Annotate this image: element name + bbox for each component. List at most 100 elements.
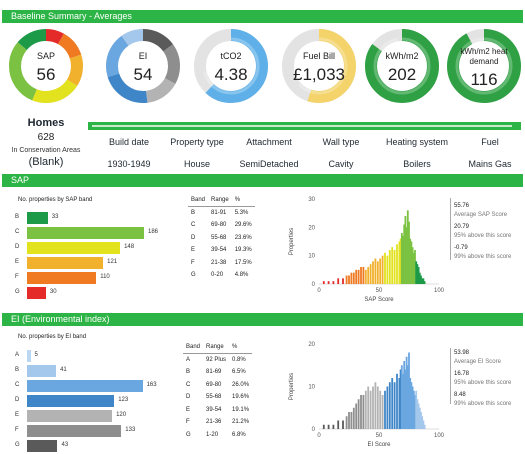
gauge-kwh: kWh/m2 202 bbox=[364, 28, 440, 104]
band-bar[interactable] bbox=[27, 227, 144, 239]
band-bar[interactable] bbox=[27, 257, 104, 269]
band-bar[interactable] bbox=[27, 425, 122, 437]
band-label: D bbox=[15, 244, 20, 250]
attr-wall-type: Wall type Cavity bbox=[313, 137, 369, 169]
table-row: B 81-91 5.3% bbox=[188, 207, 255, 220]
x-tick-label: 50 bbox=[376, 288, 383, 294]
histogram-bar bbox=[391, 247, 394, 284]
cell-range: 39-54 bbox=[206, 406, 222, 413]
histogram-bar bbox=[386, 255, 389, 284]
histogram-bar bbox=[352, 407, 355, 429]
histogram-bar bbox=[402, 235, 404, 284]
histogram-bar bbox=[376, 261, 379, 284]
attr-value: Cavity bbox=[328, 159, 354, 169]
y-tick-label: 0 bbox=[312, 427, 316, 433]
histogram-bar bbox=[405, 227, 408, 284]
sap-average-value: 55.76 bbox=[454, 203, 470, 209]
col-band: Band bbox=[183, 341, 204, 354]
cell-pct: 5.3% bbox=[234, 210, 249, 216]
cell-pct: 17.5% bbox=[234, 259, 252, 266]
histogram-bar bbox=[381, 395, 384, 429]
histogram-bar bbox=[404, 216, 407, 284]
ei-99-value: 8.48 bbox=[454, 392, 466, 398]
gauge-arc-highlight bbox=[290, 37, 348, 95]
histogram-bar bbox=[410, 241, 413, 284]
gauge-arc bbox=[447, 29, 521, 103]
histogram-bar bbox=[337, 278, 340, 284]
y-tick-label: 10 bbox=[308, 254, 315, 260]
band-bar[interactable] bbox=[27, 272, 97, 284]
histogram-bar bbox=[423, 281, 426, 284]
sap-section-bar: SAP bbox=[2, 174, 523, 187]
histogram-bar bbox=[348, 412, 350, 429]
attr-value: 1930-1949 bbox=[107, 159, 151, 169]
band-bar[interactable] bbox=[27, 440, 58, 452]
histogram-bar bbox=[411, 386, 414, 429]
histogram-bar bbox=[414, 395, 416, 429]
band-bar[interactable] bbox=[27, 287, 46, 299]
histogram-bar bbox=[337, 420, 340, 429]
sap-band-table: Band Range % B 81-91 5.3% C 69-80 29.6% D 55-68… bbox=[188, 194, 255, 282]
cell-range: 1-20 bbox=[206, 431, 219, 438]
histogram-bar bbox=[400, 233, 403, 284]
histogram-bar bbox=[327, 281, 330, 284]
band-bar[interactable] bbox=[27, 242, 121, 254]
band-bar[interactable] bbox=[27, 212, 48, 224]
gauge-label: SAP bbox=[36, 51, 55, 61]
histogram-bar bbox=[417, 267, 420, 284]
band-count: 110 bbox=[100, 274, 110, 280]
homes-count: 628 bbox=[37, 132, 55, 143]
gauge-label: kWh/m2 bbox=[385, 51, 419, 61]
band-count: 163 bbox=[146, 382, 157, 388]
col-pct: % bbox=[229, 341, 253, 354]
cell-pct: 21.2% bbox=[232, 419, 250, 426]
histogram-bar bbox=[369, 390, 372, 429]
cell-range: 92 Plus bbox=[206, 357, 227, 363]
cell-range: 39-54 bbox=[211, 247, 227, 254]
histogram-bar bbox=[342, 278, 344, 284]
band-bar[interactable] bbox=[27, 380, 143, 392]
histogram-bar bbox=[402, 373, 404, 429]
attr-header: Heating system bbox=[385, 137, 449, 147]
ei-average-label: Average EI Score bbox=[454, 359, 501, 365]
cell-range: 81-69 bbox=[206, 369, 222, 376]
table-row: B 81-69 6.5% bbox=[183, 366, 252, 379]
histogram-bar bbox=[345, 416, 348, 429]
y-axis-label: Properties bbox=[289, 228, 295, 255]
histogram-bar bbox=[367, 267, 370, 284]
ei-section-bar: EI (Environmental index) bbox=[2, 313, 523, 326]
histogram-bar bbox=[403, 224, 406, 284]
gauge-arc bbox=[194, 29, 268, 103]
y-tick-label: 30 bbox=[308, 197, 315, 203]
histogram-bar bbox=[364, 269, 367, 284]
sap-99-label: 99% above this score bbox=[454, 254, 512, 260]
histogram-bar bbox=[422, 420, 425, 429]
band-bar[interactable] bbox=[27, 350, 31, 362]
summary-header-bar: Baseline Summary - Averages bbox=[2, 10, 523, 23]
histogram-bar bbox=[408, 352, 410, 429]
cell-range: 55-68 bbox=[206, 394, 222, 401]
cell-pct: 0.8% bbox=[232, 357, 246, 363]
table-row: F 21-36 21.2% bbox=[183, 416, 252, 429]
band-label: A bbox=[15, 352, 20, 358]
band-label: B bbox=[15, 367, 20, 373]
band-count: 120 bbox=[116, 412, 127, 418]
histogram-bar bbox=[396, 373, 398, 429]
histogram-bar bbox=[355, 269, 358, 284]
histogram-bar bbox=[411, 247, 414, 284]
ei-histogram: 0 10 20 0 50 100 EI Score Properties bbox=[289, 342, 445, 448]
sap-average-label: Average SAP Score bbox=[454, 212, 508, 218]
gauge-ring bbox=[282, 29, 356, 103]
band-label: B bbox=[15, 214, 20, 220]
gauge-arc-highlight bbox=[455, 37, 513, 95]
table-row: D 55-68 23.6% bbox=[188, 232, 255, 245]
table-row: D 55-68 19.6% bbox=[183, 391, 252, 404]
histogram-bar bbox=[345, 275, 348, 284]
band-bar[interactable] bbox=[27, 395, 115, 407]
band-bar[interactable] bbox=[27, 365, 57, 377]
band-bar[interactable] bbox=[27, 410, 113, 422]
band-count: 41 bbox=[60, 367, 67, 373]
histogram-bar bbox=[412, 252, 415, 284]
cell-band: B bbox=[186, 369, 191, 376]
table-header-row: Band Range % bbox=[183, 341, 253, 354]
